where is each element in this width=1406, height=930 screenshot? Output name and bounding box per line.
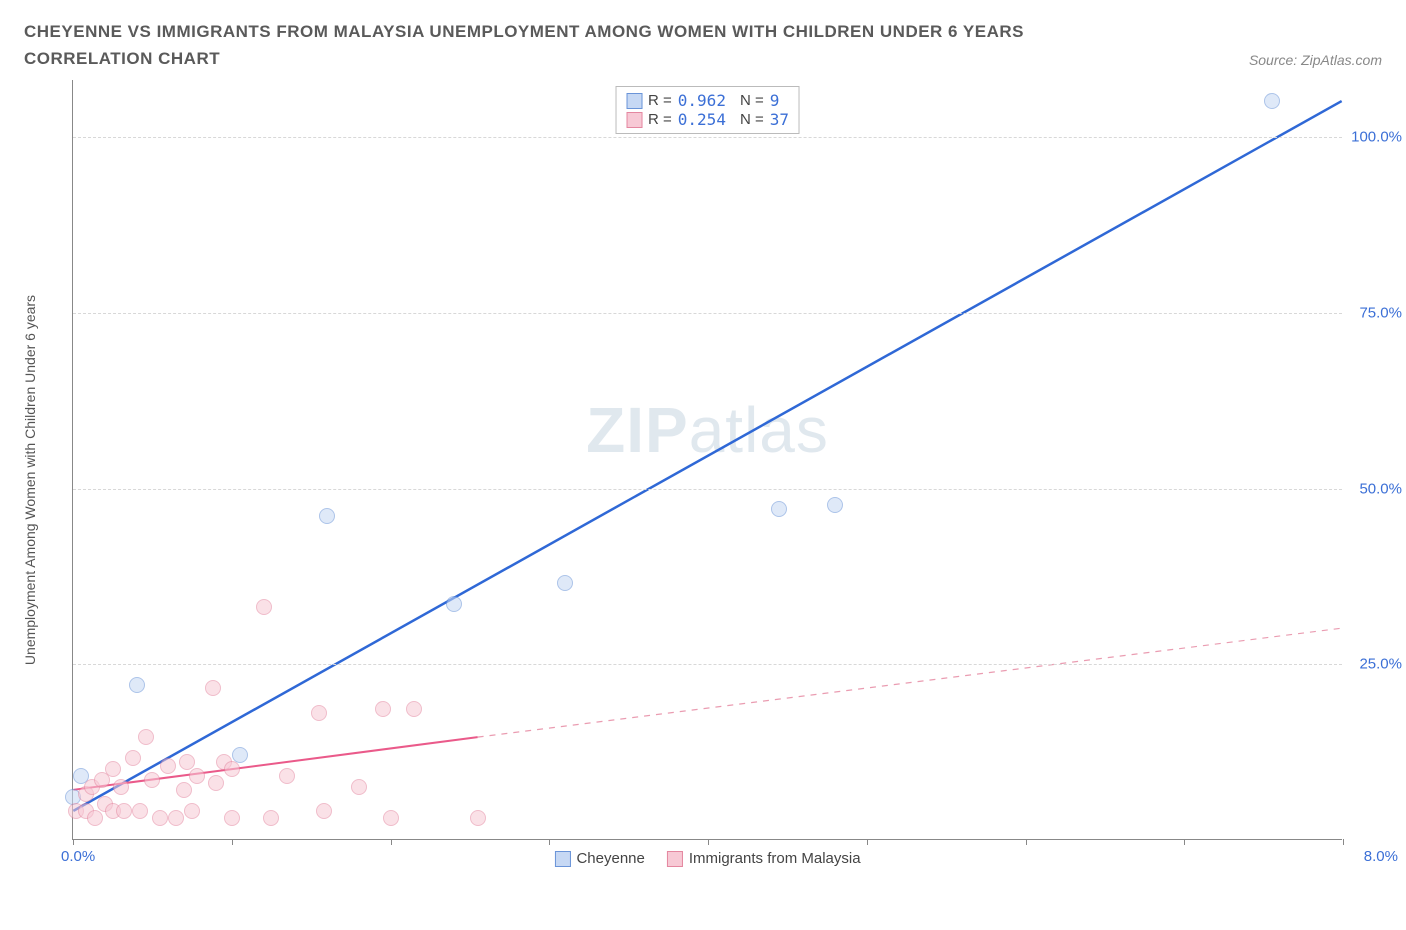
y-tick-label: 50.0% (1359, 480, 1402, 497)
data-point (205, 680, 221, 696)
legend-stats-row: R = 0.254 N = 37 (626, 110, 789, 129)
data-point (152, 810, 168, 826)
data-point (132, 803, 148, 819)
data-point (189, 768, 205, 784)
data-point (256, 599, 272, 615)
gridline (73, 664, 1342, 665)
data-point (406, 701, 422, 717)
x-tick (708, 839, 709, 845)
data-point (771, 501, 787, 517)
data-point (316, 803, 332, 819)
watermark-atlas: atlas (689, 394, 829, 466)
legend-r-value: 0.962 (678, 91, 726, 110)
source-label: Source: ZipAtlas.com (1249, 52, 1382, 72)
y-axis-label: Unemployment Among Women with Children U… (22, 295, 38, 665)
gridline (73, 489, 1342, 490)
legend-stats: R = 0.962 N = 9 R = 0.254 N = 37 (615, 86, 800, 134)
data-point (224, 810, 240, 826)
data-point (279, 768, 295, 784)
plot-area: ZIPatlas R =0.962N = 9R =0.254N = 37 0.0… (72, 80, 1342, 840)
legend-r-label: R = (648, 111, 672, 128)
data-point (446, 596, 462, 612)
legend-series-item: Immigrants from Malaysia (667, 850, 861, 867)
legend-series-name: Cheyenne (576, 850, 644, 867)
data-point (263, 810, 279, 826)
data-point (179, 754, 195, 770)
x-min-label: 0.0% (61, 848, 95, 865)
data-point (129, 677, 145, 693)
x-tick (391, 839, 392, 845)
legend-stats-row: R = 0.962 N = 9 (626, 91, 789, 110)
data-point (557, 575, 573, 591)
x-max-label: 8.0% (1364, 848, 1398, 865)
legend-n-label: N = (740, 92, 764, 109)
data-point (116, 803, 132, 819)
watermark: ZIPatlas (586, 393, 829, 467)
legend-r-value: 0.254 (678, 110, 726, 129)
legend-n-value: 37 (770, 110, 789, 129)
legend-n-label: N = (740, 111, 764, 128)
data-point (224, 761, 240, 777)
legend-swatch (626, 93, 642, 109)
legend-swatch (554, 851, 570, 867)
x-tick (1343, 839, 1344, 845)
gridline (73, 313, 1342, 314)
data-point (176, 782, 192, 798)
data-point (87, 810, 103, 826)
watermark-zip: ZIP (586, 394, 689, 466)
x-tick (549, 839, 550, 845)
data-point (160, 758, 176, 774)
x-tick (1184, 839, 1185, 845)
data-point (105, 761, 121, 777)
y-tick-label: 75.0% (1359, 304, 1402, 321)
legend-r-label: R = (648, 92, 672, 109)
legend-series-item: Cheyenne (554, 850, 644, 867)
data-point (375, 701, 391, 717)
data-point (125, 750, 141, 766)
legend-swatch (626, 112, 642, 128)
data-point (208, 775, 224, 791)
data-point (383, 810, 399, 826)
data-point (113, 779, 129, 795)
gridline (73, 137, 1342, 138)
x-tick (73, 839, 74, 845)
legend-swatch (667, 851, 683, 867)
data-point (311, 705, 327, 721)
data-point (351, 779, 367, 795)
y-tick-label: 100.0% (1351, 128, 1402, 145)
data-point (1264, 93, 1280, 109)
data-point (470, 810, 486, 826)
x-tick (232, 839, 233, 845)
legend-series-name: Immigrants from Malaysia (689, 850, 861, 867)
data-point (138, 729, 154, 745)
x-tick (1026, 839, 1027, 845)
data-point (144, 772, 160, 788)
data-point (319, 508, 335, 524)
trend-lines (73, 80, 1342, 839)
data-point (168, 810, 184, 826)
chart-title: CHEYENNE VS IMMIGRANTS FROM MALAYSIA UNE… (24, 18, 1124, 72)
legend-n-value: 9 (770, 91, 780, 110)
data-point (827, 497, 843, 513)
x-tick (867, 839, 868, 845)
legend-series: Cheyenne Immigrants from Malaysia (554, 850, 860, 867)
y-tick-label: 25.0% (1359, 656, 1402, 673)
data-point (184, 803, 200, 819)
